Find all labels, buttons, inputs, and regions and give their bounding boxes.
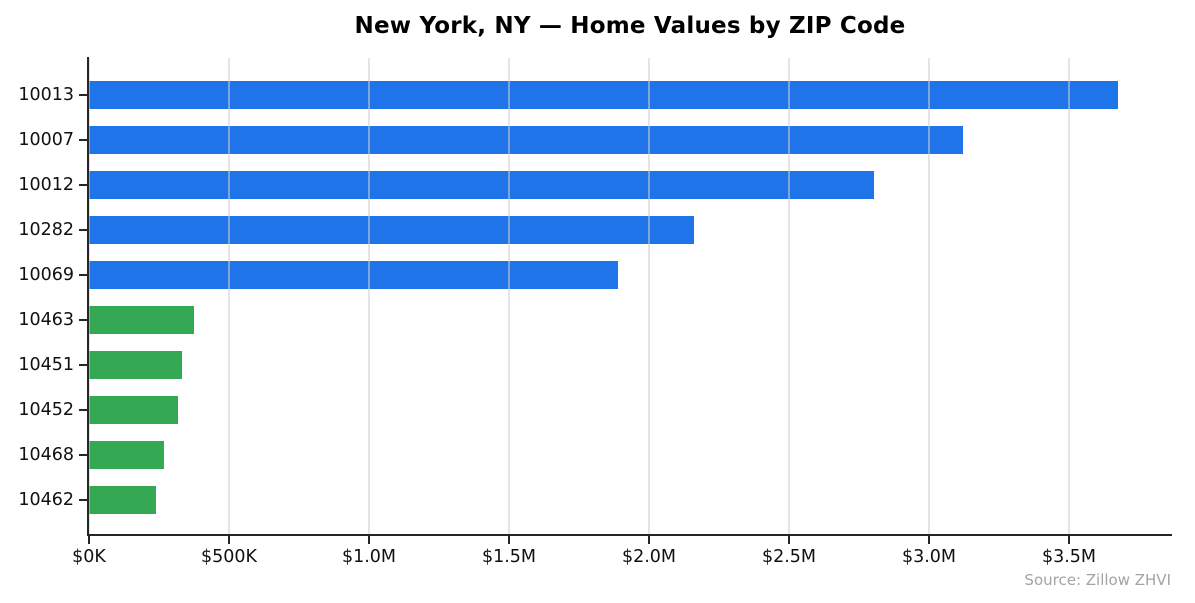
y-axis-label-10468: 10468 bbox=[18, 445, 74, 465]
x-axis-label-$3.5M: $3.5M bbox=[1041, 547, 1097, 567]
gridline-$2.5M bbox=[787, 58, 790, 534]
y-axis-label-10007: 10007 bbox=[18, 130, 74, 150]
x-tick-mark bbox=[787, 536, 791, 544]
y-axis-line bbox=[86, 57, 89, 536]
bar-10007 bbox=[89, 126, 963, 154]
x-tick-mark bbox=[647, 536, 651, 544]
x-axis-line bbox=[86, 533, 1172, 536]
bar-10452 bbox=[89, 396, 179, 424]
y-axis-label-10452: 10452 bbox=[18, 400, 74, 420]
y-axis-label-10462: 10462 bbox=[18, 490, 74, 510]
y-tick-mark bbox=[79, 273, 87, 277]
y-tick-mark bbox=[79, 408, 87, 412]
x-tick-mark bbox=[1067, 536, 1071, 544]
y-tick-mark bbox=[79, 318, 87, 322]
source-note: Source: Zillow ZHVI bbox=[1024, 571, 1171, 589]
x-tick-mark bbox=[507, 536, 511, 544]
gridline-$3.5M bbox=[1067, 58, 1070, 534]
y-tick-mark bbox=[79, 363, 87, 367]
gridline-$0K bbox=[88, 58, 90, 534]
y-axis-label-10013: 10013 bbox=[18, 85, 74, 105]
bar-10013 bbox=[89, 81, 1118, 109]
bar-10012 bbox=[89, 171, 875, 199]
x-tick-mark bbox=[227, 536, 231, 544]
y-axis-label-10069: 10069 bbox=[18, 265, 74, 285]
x-axis-label-$500K: $500K bbox=[200, 547, 257, 567]
y-axis-label-10451: 10451 bbox=[18, 355, 74, 375]
x-axis-label-$0K: $0K bbox=[72, 547, 106, 567]
x-axis-label-$3.0M: $3.0M bbox=[901, 547, 957, 567]
y-tick-mark bbox=[79, 228, 87, 232]
x-axis-label-$1.0M: $1.0M bbox=[341, 547, 397, 567]
x-axis-label-$2.5M: $2.5M bbox=[761, 547, 817, 567]
gridline-$1.0M bbox=[367, 58, 370, 534]
y-tick-mark bbox=[79, 183, 87, 187]
bar-10468 bbox=[89, 441, 164, 469]
bar-10451 bbox=[89, 351, 183, 379]
x-axis-label-$1.5M: $1.5M bbox=[481, 547, 537, 567]
y-axis-label-10012: 10012 bbox=[18, 175, 74, 195]
y-axis-label-10282: 10282 bbox=[18, 220, 74, 240]
bar-10462 bbox=[89, 486, 156, 514]
y-tick-mark bbox=[79, 453, 87, 457]
bar-10069 bbox=[89, 261, 619, 289]
x-tick-mark bbox=[87, 536, 91, 544]
y-tick-mark bbox=[79, 138, 87, 142]
gridline-$1.5M bbox=[507, 58, 510, 534]
x-tick-mark bbox=[927, 536, 931, 544]
y-tick-mark bbox=[79, 498, 87, 502]
gridline-$3.0M bbox=[927, 58, 930, 534]
plot-area bbox=[88, 58, 1171, 534]
y-tick-mark bbox=[79, 93, 87, 97]
gridline-$2.0M bbox=[647, 58, 650, 534]
bar-10463 bbox=[89, 306, 194, 334]
y-axis-label-10463: 10463 bbox=[18, 310, 74, 330]
bar-10282 bbox=[89, 216, 694, 244]
gridline-$500K bbox=[227, 58, 230, 534]
x-axis-label-$2.0M: $2.0M bbox=[621, 547, 677, 567]
x-tick-mark bbox=[367, 536, 371, 544]
chart-title: New York, NY — Home Values by ZIP Code bbox=[354, 13, 906, 39]
